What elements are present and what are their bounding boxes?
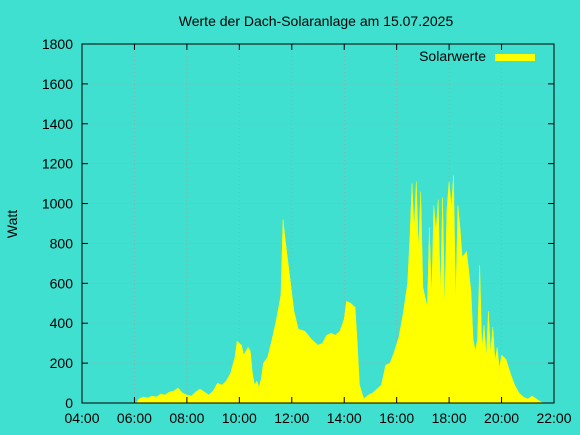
x-tick-label: 04:00 [64, 410, 99, 426]
y-tick-label: 0 [65, 395, 73, 411]
x-tick-label: 10:00 [222, 410, 257, 426]
series-area-solarwerte [136, 175, 544, 404]
x-tick-label: 06:00 [117, 410, 152, 426]
y-tick-label: 1400 [42, 116, 73, 132]
legend-swatch [495, 54, 535, 61]
chart-title: Werte der Dach-Solaranlage am 15.07.2025 [179, 13, 454, 29]
y-tick-label: 1600 [42, 76, 73, 92]
legend-label: Solarwerte [419, 48, 486, 64]
y-tick-label: 1800 [42, 36, 73, 52]
y-tick-label: 800 [50, 235, 74, 251]
x-tick-label: 20:00 [484, 410, 519, 426]
plot-frame [81, 43, 555, 404]
x-tick-label: 16:00 [379, 410, 414, 426]
x-tick-label: 22:00 [536, 410, 571, 426]
y-tick-label: 200 [50, 355, 74, 371]
legend: Solarwerte [419, 48, 535, 64]
x-tick-label: 08:00 [169, 410, 204, 426]
y-tick-label: 600 [50, 275, 74, 291]
y-tick-label: 1000 [42, 196, 73, 212]
y-axis-label: Watt [4, 210, 20, 238]
y-tick-label: 1200 [42, 156, 73, 172]
x-tick-label: 12:00 [274, 410, 309, 426]
axis-ticks: 04:00 06:00 08:00 10:00 12:00 14:00 16:00 18:00… [42, 36, 572, 426]
y-tick-label: 400 [50, 315, 74, 331]
series-layer [136, 175, 544, 404]
x-tick-label: 14:00 [327, 410, 362, 426]
x-tick-label: 18:00 [432, 410, 467, 426]
